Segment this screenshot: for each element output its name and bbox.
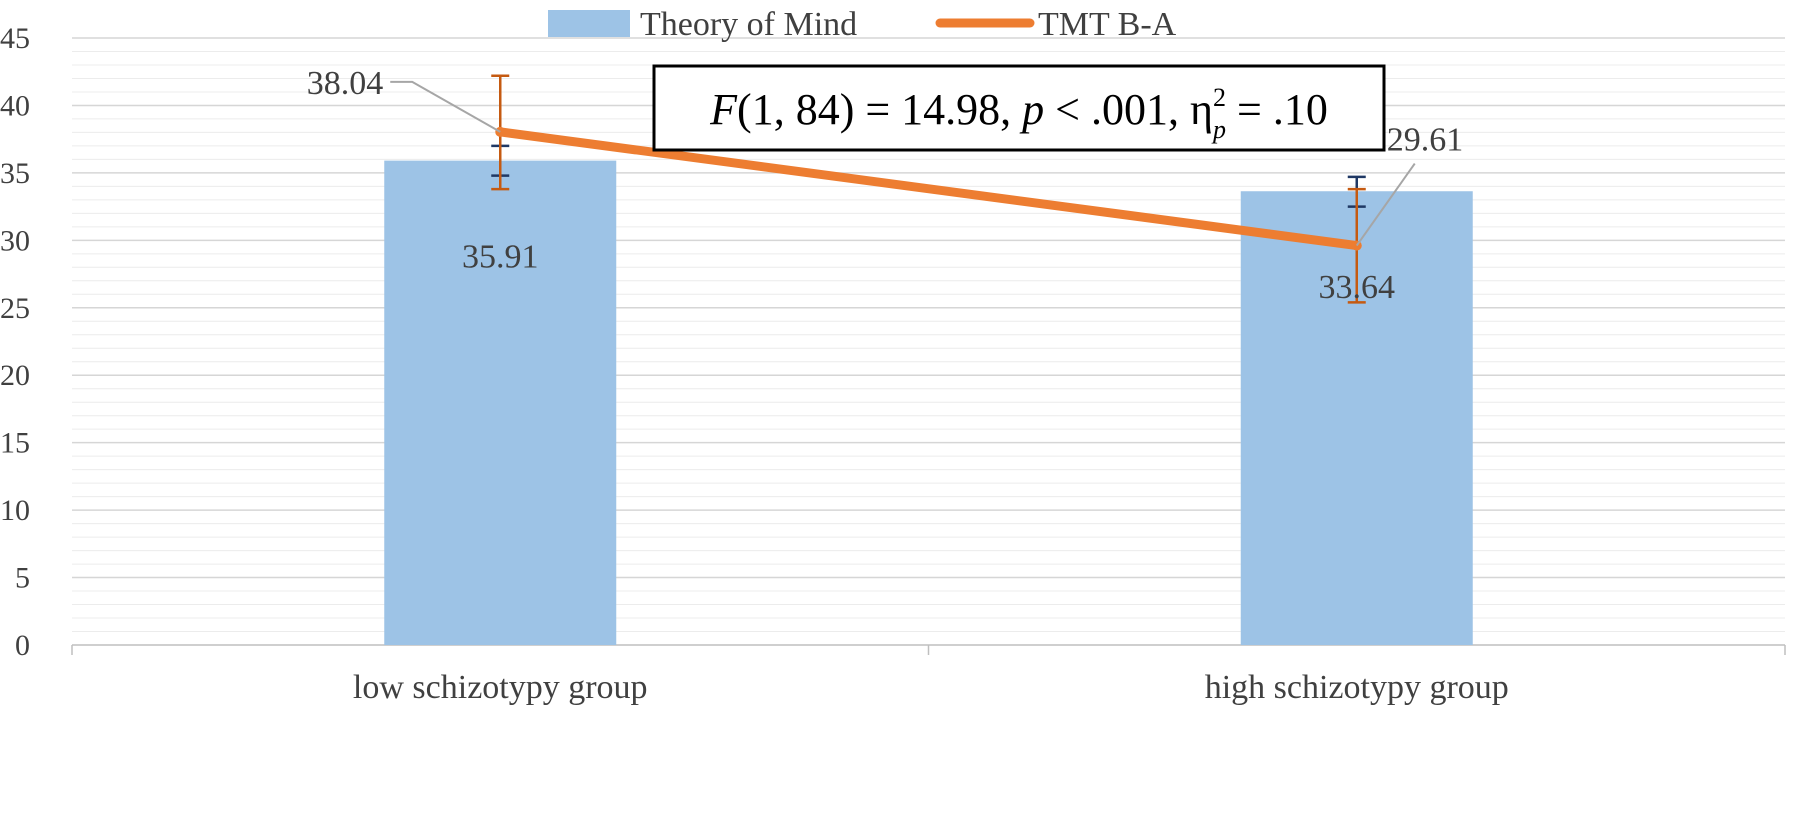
y-tick-label: 25 [0, 292, 30, 325]
leader-line-tmt-b-a [1355, 163, 1416, 247]
data-labels: 35.91 33.64 38.04 29.61 [307, 65, 1464, 306]
y-tick-label: 15 [0, 427, 30, 460]
bars [384, 160, 1473, 646]
y-tick-label: 35 [0, 157, 30, 190]
y-tick-label: 10 [0, 494, 30, 527]
statistics-annotation: F(1, 84) = 14.98, p < .001, η2 p = .10 [652, 64, 1386, 152]
x-category-label: high schizotypy group [1205, 669, 1509, 706]
y-tick-label: 45 [0, 22, 30, 55]
y-tick-label: 40 [0, 89, 30, 122]
leader-line-tmt-b-a [390, 80, 501, 133]
x-category-label: low schizotypy group [353, 669, 648, 706]
y-tick-label: 0 [15, 629, 30, 662]
annotation-box [652, 64, 1386, 152]
legend-label-tmt-b-a: TMT B-A [1038, 6, 1177, 43]
data-label-theory-of-mind: 33.64 [1319, 269, 1396, 306]
gridlines [72, 37, 1785, 633]
axes: 0 5 10 15 20 25 30 35 40 45 low schizotypy group hi… [0, 22, 1786, 706]
data-label-theory-of-mind: 35.91 [462, 239, 539, 276]
data-label-tmt-b-a: 29.61 [1387, 122, 1464, 159]
bar-theory-of-mind [384, 160, 617, 645]
legend-label-theory-of-mind: Theory of Mind [640, 6, 857, 43]
y-tick-label: 5 [15, 562, 30, 595]
y-tick-label: 30 [0, 224, 30, 257]
data-label-tmt-b-a: 38.04 [307, 65, 384, 102]
y-tick-label: 20 [0, 359, 30, 392]
legend-swatch-theory-of-mind [548, 10, 630, 37]
legend: Theory of Mind TMT B-A [548, 6, 1177, 43]
annotation-text: F(1, 84) = 14.98, p < .001, η2 p = .10 [709, 83, 1328, 144]
line-tmt-b-a [495, 127, 1362, 251]
